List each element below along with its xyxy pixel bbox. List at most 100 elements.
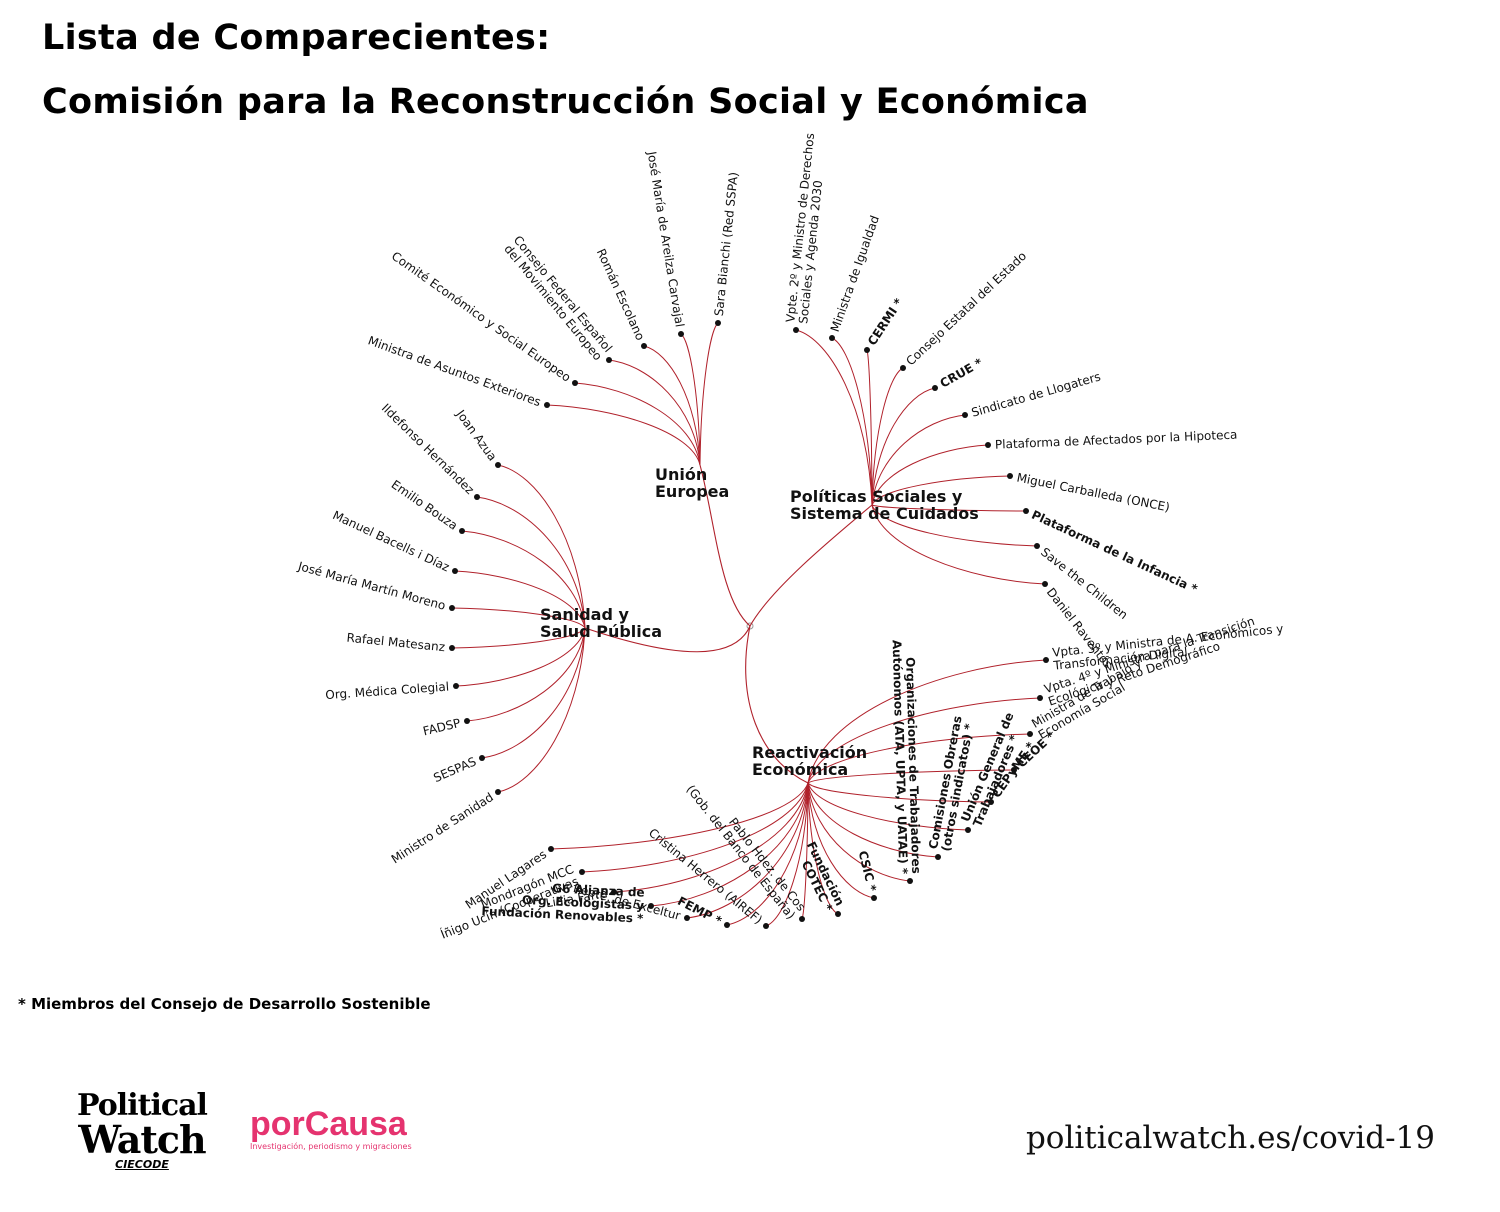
leaf-label: Rafael Matesanz bbox=[346, 631, 446, 655]
title-line-1: Lista de Comparecientes: bbox=[42, 18, 551, 58]
leaf-dot bbox=[871, 895, 877, 901]
leaf-dot bbox=[835, 911, 841, 917]
branch-ue bbox=[546, 404, 701, 466]
branch-ps bbox=[871, 387, 936, 506]
leaf-dot bbox=[793, 327, 799, 333]
leaf-label-line: José María Martín Moreno bbox=[296, 559, 448, 613]
porcausa-tagline: Investigación, periodismo y migraciones bbox=[250, 1142, 412, 1151]
leaf-label-line: Ministra de Igualdad bbox=[828, 214, 882, 334]
leaf-label: José María de Areilza Carvajal bbox=[644, 149, 686, 328]
branch-ue bbox=[608, 359, 701, 466]
group-label-line: Europea bbox=[655, 482, 729, 501]
political-watch-logo-line1: Political bbox=[77, 1088, 208, 1123]
leaf-dot bbox=[1043, 657, 1049, 663]
leaf-dot bbox=[1023, 508, 1029, 514]
leaf-label-line: Román Escolano bbox=[594, 247, 648, 343]
leaf-dot bbox=[572, 380, 578, 386]
website-link[interactable]: politicalwatch.es/covid-19 bbox=[1025, 1120, 1435, 1156]
leaf-label: José María Martín Moreno bbox=[296, 559, 448, 613]
branch-re bbox=[807, 733, 1031, 784]
leaf-label: FEMP * bbox=[675, 894, 724, 929]
leaf-label: Ministra de Igualdad bbox=[828, 214, 882, 334]
branch-re bbox=[613, 782, 809, 893]
branch-ps bbox=[871, 475, 1011, 506]
branch-re bbox=[807, 782, 939, 858]
leaf-label-line: Joan Azua bbox=[453, 407, 500, 464]
leaf-dot bbox=[495, 462, 501, 468]
group-label-sa: Sanidad y Salud Pública bbox=[540, 605, 662, 641]
leaf-dot bbox=[459, 528, 465, 534]
leaf-dot bbox=[684, 915, 690, 921]
leaf-label-line: CRUE * bbox=[938, 355, 986, 390]
branch-ps bbox=[871, 504, 1027, 512]
leaf-label-line: FEMP * bbox=[675, 894, 724, 929]
leaf-label: FADSP bbox=[422, 716, 462, 739]
leaf-dot bbox=[544, 402, 550, 408]
leaf-label-line: SESPAS bbox=[431, 754, 478, 785]
group-label-ps: Políticas Sociales y Sistema de Cuidados bbox=[790, 487, 979, 523]
footnote: * Miembros del Consejo de Desarrollo Sos… bbox=[18, 995, 431, 1013]
leaf-dot bbox=[962, 412, 968, 418]
political-watch-logo[interactable]: Political Watch CIECODE bbox=[72, 1088, 212, 1172]
leaf-dot bbox=[864, 347, 870, 353]
branch-ue bbox=[643, 345, 701, 466]
group-label-line: Unión bbox=[655, 465, 707, 484]
leaf-label-line: Org. Ecologistas y bbox=[522, 893, 645, 913]
leaf-label-line: Org. Médica Colegial bbox=[325, 680, 450, 703]
leaf-label-line: José María de Areilza Carvajal bbox=[644, 149, 686, 328]
porcausa-logo[interactable]: porCausa Investigación, periodismo y mig… bbox=[250, 1106, 412, 1151]
leaf-label-line: Emilio Bouza bbox=[389, 477, 461, 532]
leaf-label: Ministro de Sanidad bbox=[389, 790, 496, 866]
leaf-label: Joan Azua bbox=[453, 407, 500, 464]
group-label-line: Políticas Sociales y bbox=[790, 487, 963, 506]
branch-re bbox=[807, 782, 969, 831]
branch-re bbox=[807, 782, 992, 803]
leaf-dot bbox=[1042, 581, 1048, 587]
leaf-dot bbox=[985, 442, 991, 448]
leaf-label-line: Plataforma de Afectados por la Hipoteca bbox=[995, 428, 1238, 452]
group-label-line: Sanidad y bbox=[540, 605, 629, 624]
leaf-branches bbox=[451, 322, 1047, 927]
leaf-label-line: Consejo Estatal del Estado bbox=[903, 249, 1029, 368]
leaf-dot bbox=[606, 357, 612, 363]
leaf-label: Organizaciones de TrabajadoresAutónomos … bbox=[890, 639, 924, 875]
leaf-dot bbox=[907, 878, 913, 884]
branch-sa bbox=[461, 530, 586, 629]
branch-re bbox=[807, 659, 1047, 784]
leaf-dot bbox=[1027, 731, 1033, 737]
leaf-label-line: CERMI * bbox=[865, 295, 906, 348]
branch-ps bbox=[871, 504, 1038, 547]
branch-sa bbox=[451, 627, 586, 649]
branch-re bbox=[807, 782, 911, 882]
leaf-dot bbox=[474, 494, 480, 500]
branch-sa bbox=[455, 627, 586, 687]
leaf-dot bbox=[935, 854, 941, 860]
political-watch-logo-line2: Watch bbox=[78, 1117, 206, 1162]
branch-re bbox=[550, 782, 809, 850]
branch-re bbox=[807, 782, 875, 899]
branch-sa bbox=[466, 627, 586, 722]
branch-re bbox=[726, 782, 809, 926]
leaf-dot bbox=[932, 385, 938, 391]
branch-re bbox=[686, 782, 809, 919]
leaf-label-line: Miguel Carballeda (ONCE) bbox=[1016, 470, 1171, 514]
branch-ue bbox=[699, 322, 719, 466]
leaf-dot bbox=[900, 365, 906, 371]
leaf-dot bbox=[449, 645, 455, 651]
leaf-label: Plataforma de Afectados por la Hipoteca bbox=[995, 428, 1238, 452]
leaf-dot bbox=[1034, 543, 1040, 549]
leaf-dot bbox=[464, 718, 470, 724]
branch-re bbox=[807, 697, 1041, 784]
branch-sa bbox=[497, 627, 586, 793]
group-label-line: Reactivación bbox=[752, 743, 867, 762]
branch-ps bbox=[871, 504, 1046, 585]
group-label-re: Reactivación Económica bbox=[752, 743, 867, 779]
leaf-dot bbox=[449, 605, 455, 611]
porcausa-name: porCausa bbox=[250, 1105, 407, 1143]
leaf-dot bbox=[988, 799, 994, 805]
leaf-dot bbox=[1007, 473, 1013, 479]
group-label-line: Salud Pública bbox=[540, 622, 662, 641]
leaf-dot bbox=[479, 755, 485, 761]
branch-ps bbox=[871, 367, 904, 506]
